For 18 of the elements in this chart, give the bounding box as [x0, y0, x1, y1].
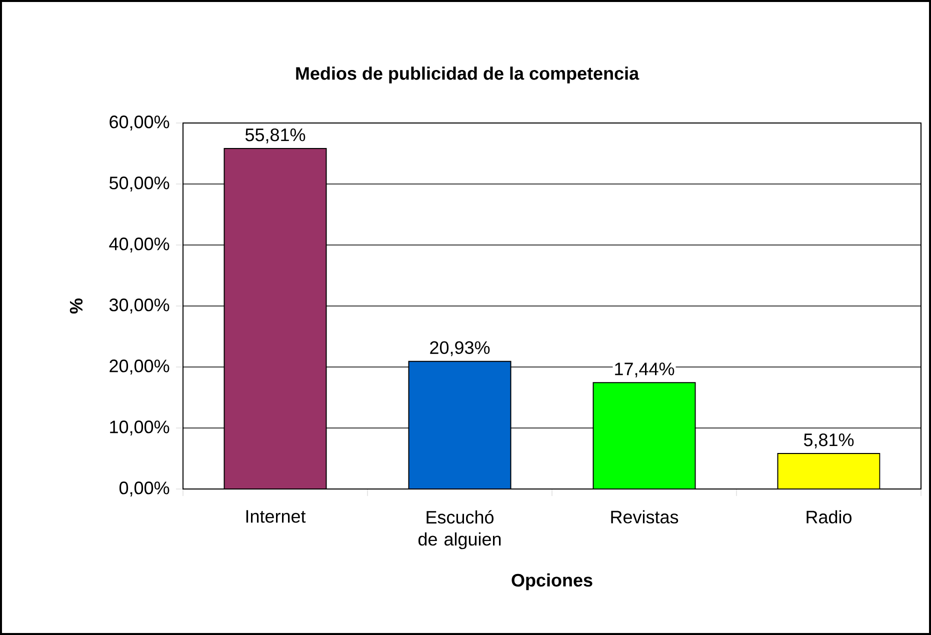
x-tick-label: Revistas — [611, 510, 678, 524]
y-tick-label: 20,00% — [110, 360, 170, 374]
y-tick-label: 30,00% — [109, 298, 170, 314]
x-axis-title: Opciones — [512, 573, 592, 590]
chart-title: Medios de publicidad de la competencia — [296, 66, 640, 84]
y-tick-label: 40,00% — [109, 238, 170, 252]
y-tick-label: 0,00% — [119, 482, 170, 496]
y-tick-label: 50,00% — [109, 176, 170, 192]
data-label: 20,93% — [430, 341, 490, 356]
data-label: 55,81% — [245, 128, 306, 144]
y-tick-label: 10,00% — [110, 420, 170, 436]
y-axis-title: % — [70, 298, 83, 314]
x-tick-label: Internet — [246, 510, 306, 523]
y-tick-label: 60,00% — [110, 116, 170, 130]
x-tick-label: Radio — [806, 510, 852, 524]
x-tick-label: Escuchó de alguien — [418, 510, 501, 550]
data-label: 17,44% — [615, 362, 674, 378]
data-label: 5,81% — [804, 433, 854, 448]
